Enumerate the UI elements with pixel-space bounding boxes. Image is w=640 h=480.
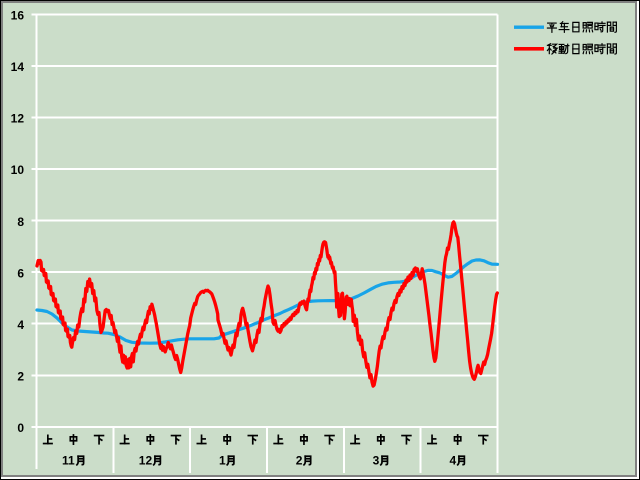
svg-text:3: 3 [373,454,380,468]
svg-text:14: 14 [11,60,25,74]
svg-text:0: 0 [17,421,24,435]
svg-text:2: 2 [17,369,24,383]
svg-text:6: 6 [17,266,24,280]
svg-text:4: 4 [17,318,24,332]
svg-text:11: 11 [62,454,75,468]
svg-text:2: 2 [296,454,303,468]
svg-text:12: 12 [139,454,153,468]
svg-text:8: 8 [17,215,24,229]
svg-text:12: 12 [11,112,25,126]
svg-text:4: 4 [450,454,457,468]
svg-text:16: 16 [11,9,25,23]
svg-text:1: 1 [219,454,226,468]
svg-text:10: 10 [11,163,25,177]
